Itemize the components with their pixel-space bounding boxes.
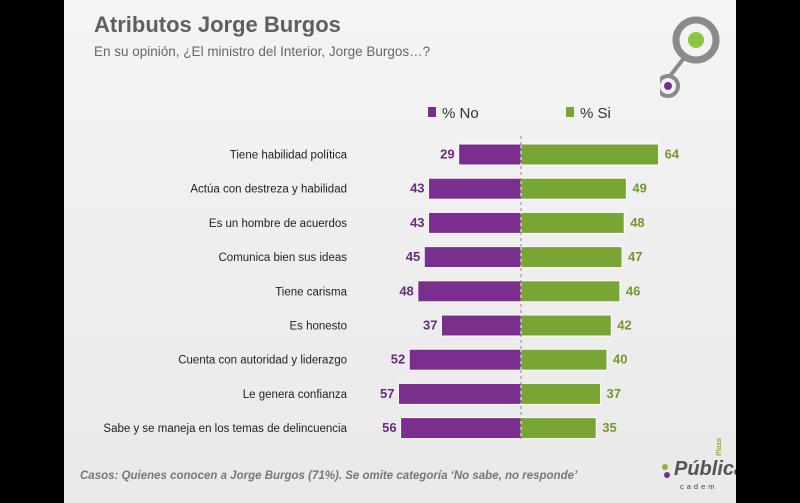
bar-no bbox=[423, 246, 522, 269]
bar-si bbox=[520, 246, 623, 269]
value-label-no: 43 bbox=[410, 181, 424, 196]
value-label-no: 43 bbox=[410, 215, 424, 230]
logo-brand: Pública bbox=[674, 458, 736, 480]
legend-swatch-si bbox=[566, 107, 574, 117]
bar-si bbox=[520, 211, 625, 234]
value-label-no: 48 bbox=[399, 283, 413, 298]
bar-si bbox=[520, 177, 627, 200]
category-label: Cuenta con autoridad y liderazgo bbox=[178, 355, 347, 367]
value-label-no: 52 bbox=[391, 352, 405, 367]
value-label-no: 45 bbox=[406, 249, 420, 264]
bar-si bbox=[520, 280, 621, 303]
bar-no bbox=[458, 143, 522, 166]
bar-no bbox=[397, 382, 522, 405]
bar-no bbox=[400, 417, 522, 440]
bar-no bbox=[417, 280, 522, 303]
value-label-si: 37 bbox=[607, 386, 621, 401]
logo-sub: cadem bbox=[680, 482, 718, 491]
bar-si bbox=[520, 382, 602, 405]
value-label-no: 29 bbox=[440, 147, 454, 162]
category-label: Le genera confianza bbox=[243, 389, 348, 401]
value-label-si: 46 bbox=[626, 283, 640, 298]
page-title: Atributos Jorge Burgos bbox=[94, 12, 341, 37]
plaza-publica-logo: Pública Plaza cadem bbox=[658, 438, 736, 496]
value-label-no: 37 bbox=[423, 318, 437, 333]
value-label-no: 57 bbox=[380, 386, 394, 401]
value-label-si: 64 bbox=[665, 147, 680, 162]
bar-si bbox=[520, 314, 612, 337]
legend-swatch-no bbox=[428, 107, 436, 117]
value-label-si: 42 bbox=[617, 318, 631, 333]
bar-si bbox=[520, 417, 597, 440]
bar-no bbox=[428, 177, 522, 200]
bar-no bbox=[440, 314, 522, 337]
value-label-no: 56 bbox=[382, 420, 396, 435]
value-label-si: 47 bbox=[628, 249, 642, 264]
value-label-si: 40 bbox=[613, 352, 627, 367]
diverging-bar-chart: % No % Si Tiene habilidad política 29 64 Actú… bbox=[103, 105, 680, 442]
bar-no bbox=[428, 211, 522, 234]
logo-tag: Plaza bbox=[716, 438, 723, 456]
legend-label-si: % Si bbox=[580, 105, 611, 122]
decorative-rings-icon bbox=[660, 16, 720, 98]
category-label: Tiene habilidad política bbox=[230, 150, 348, 162]
category-label: Sabe y se maneja en los temas de delincu… bbox=[103, 423, 347, 435]
value-label-si: 48 bbox=[630, 215, 644, 230]
value-label-si: 49 bbox=[632, 181, 646, 196]
footnote: Casos: Quienes conocen a Jorge Burgos (7… bbox=[80, 470, 578, 482]
bar-no bbox=[408, 348, 522, 371]
category-label: Es un hombre de acuerdos bbox=[209, 218, 347, 230]
category-label: Es honesto bbox=[289, 321, 347, 333]
legend-label-no: % No bbox=[442, 105, 479, 122]
slide: Atributos Jorge Burgos En su opinión, ¿E… bbox=[64, 0, 736, 503]
value-label-si: 35 bbox=[602, 420, 616, 435]
page-subtitle: En su opinión, ¿El ministro del Interior… bbox=[94, 44, 431, 59]
category-label: Actúa con destreza y habilidad bbox=[190, 184, 347, 196]
bar-si bbox=[520, 348, 608, 371]
category-label: Comunica bien sus ideas bbox=[219, 252, 348, 264]
bar-si bbox=[520, 143, 660, 166]
category-label: Tiene carisma bbox=[275, 286, 347, 298]
